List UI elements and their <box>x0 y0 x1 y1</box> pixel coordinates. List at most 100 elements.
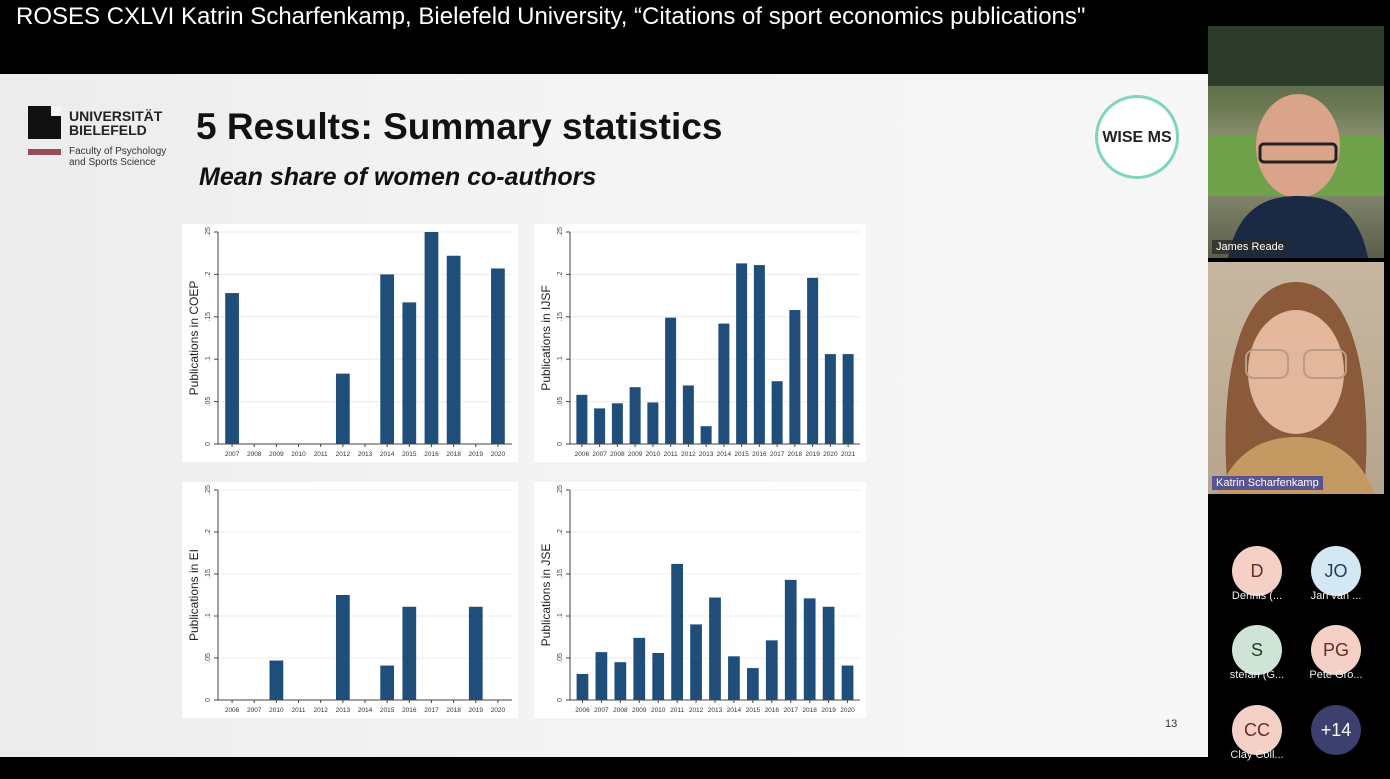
participant-name: Jan van ... <box>1310 590 1362 602</box>
bar <box>594 408 606 444</box>
bar <box>446 255 461 444</box>
y-tick-label: .05 <box>557 397 564 407</box>
x-tick-label: 2015 <box>380 707 395 714</box>
participant-avatar[interactable]: PG <box>1311 625 1361 675</box>
x-tick-label: 2010 <box>291 451 306 458</box>
x-tick-label: 2010 <box>651 707 666 714</box>
bar <box>736 263 748 444</box>
y-tick-label: 0 <box>205 442 212 446</box>
participant-avatar[interactable]: D <box>1232 546 1282 596</box>
video-tile-katrin[interactable]: Katrin Scharfenkamp <box>1208 262 1384 494</box>
x-tick-label: 2017 <box>424 707 439 714</box>
participant-name: Pete Gro... <box>1309 669 1363 681</box>
y-tick-label: .05 <box>205 653 212 663</box>
x-tick-label: 2011 <box>664 451 678 458</box>
x-tick-label: 2011 <box>292 707 306 714</box>
bar <box>647 402 659 444</box>
x-tick-label: 2010 <box>269 707 284 714</box>
y-tick-label: .15 <box>557 312 564 322</box>
bar <box>595 652 608 700</box>
chart-ei: 0 .05 .1 .15 .2 .25 Publications in EI 2006 2007… <box>182 482 518 718</box>
wise-ms-badge: WISE MS <box>1095 95 1179 179</box>
y-tick-label: .1 <box>205 356 212 362</box>
video-name-katrin: Katrin Scharfenkamp <box>1212 476 1323 490</box>
bar <box>822 606 835 700</box>
bar <box>753 265 765 444</box>
bar <box>380 665 395 700</box>
y-axis-label: Publications in JSE <box>539 544 553 647</box>
logo-accent-bar <box>28 149 61 155</box>
y-tick-label: .25 <box>557 227 564 237</box>
bar <box>335 373 350 444</box>
bar <box>380 274 395 444</box>
x-tick-label: 2007 <box>594 707 609 714</box>
participant-avatar[interactable]: CC <box>1232 705 1282 755</box>
x-tick-label: 2019 <box>469 707 484 714</box>
y-tick-label: .2 <box>205 271 212 277</box>
y-tick-label: .2 <box>557 271 564 277</box>
x-tick-label: 2008 <box>613 707 628 714</box>
x-tick-label: 2017 <box>783 707 798 714</box>
x-tick-label: 2017 <box>770 451 785 458</box>
x-tick-label: 2006 <box>575 451 590 458</box>
x-tick-label: 2016 <box>752 451 767 458</box>
x-tick-label: 2016 <box>765 707 780 714</box>
x-tick-label: 2020 <box>491 707 506 714</box>
university-logo-mark <box>28 106 61 139</box>
bar <box>424 232 439 444</box>
video-tile-james[interactable]: James Reade <box>1208 26 1384 258</box>
x-tick-label: 2013 <box>699 451 714 458</box>
y-tick-label: .25 <box>557 485 564 495</box>
logo-line-2: BIELEFELD <box>69 122 147 138</box>
x-tick-label: 2007 <box>592 451 607 458</box>
wise-ms-badge-text: WISE MS <box>1102 129 1172 146</box>
participant-name: Dennis (... <box>1231 590 1283 602</box>
logo-line-1: UNIVERSITÄT <box>69 108 163 124</box>
x-tick-label: 2020 <box>823 451 838 458</box>
bar <box>700 426 712 444</box>
bar <box>335 595 350 700</box>
page-number: 13 <box>1165 718 1178 730</box>
y-tick-label: .15 <box>205 569 212 579</box>
bar <box>576 673 589 700</box>
x-tick-label: 2018 <box>446 451 461 458</box>
y-tick-label: .1 <box>205 613 212 619</box>
bar <box>765 640 778 700</box>
x-tick-label: 2021 <box>841 451 856 458</box>
x-tick-label: 2019 <box>805 451 820 458</box>
bar <box>841 665 854 700</box>
x-tick-label: 2007 <box>225 451 240 458</box>
participant-name: stefan (G... <box>1229 669 1285 681</box>
bar <box>728 656 740 700</box>
y-tick-label: .2 <box>205 529 212 535</box>
y-tick-label: .2 <box>557 529 564 535</box>
bar <box>824 354 836 444</box>
bar <box>690 624 702 700</box>
video-title[interactable]: ROSES CXLVI Katrin Scharfenkamp, Bielefe… <box>16 3 1086 30</box>
participant-name: Clay Coll... <box>1230 749 1284 761</box>
x-tick-label: 2013 <box>336 707 351 714</box>
participant-avatar[interactable]: S <box>1232 625 1282 675</box>
bar <box>784 579 797 700</box>
x-tick-label: 2009 <box>269 451 284 458</box>
participant-avatar[interactable]: +14 <box>1311 705 1361 755</box>
y-tick-label: .1 <box>557 613 564 619</box>
person-silhouette-icon <box>1218 282 1374 494</box>
x-tick-label: 2015 <box>734 451 749 458</box>
x-tick-label: 2018 <box>788 451 803 458</box>
participant-avatar[interactable]: JO <box>1311 546 1361 596</box>
chart-jse: 0 .05 .1 .15 .2 .25 Publications in JSE 2006 200… <box>534 482 866 718</box>
bar <box>614 662 627 700</box>
video-name-james: James Reade <box>1212 240 1288 254</box>
bar <box>718 323 730 444</box>
x-tick-label: 2014 <box>717 451 732 458</box>
x-tick-label: 2014 <box>358 707 373 714</box>
x-tick-label: 2014 <box>380 451 395 458</box>
faculty-line-1: Faculty of Psychology <box>69 146 167 157</box>
bar <box>665 317 677 444</box>
x-tick-label: 2020 <box>840 707 855 714</box>
x-tick-label: 2006 <box>225 707 240 714</box>
bar <box>709 597 721 700</box>
y-tick-label: .15 <box>557 569 564 579</box>
